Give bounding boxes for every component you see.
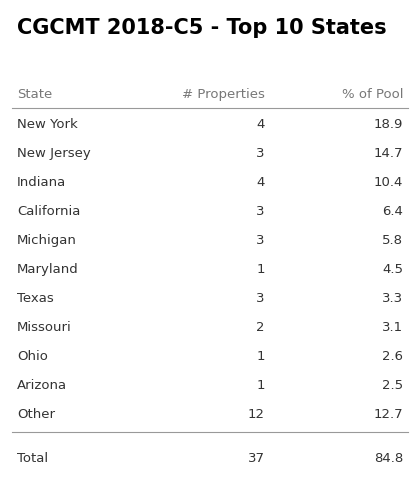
Text: 4: 4 xyxy=(256,176,265,189)
Text: 4: 4 xyxy=(256,118,265,131)
Text: 10.4: 10.4 xyxy=(374,176,403,189)
Text: 3: 3 xyxy=(256,147,265,160)
Text: % of Pool: % of Pool xyxy=(342,88,403,101)
Text: 1: 1 xyxy=(256,263,265,276)
Text: 12.7: 12.7 xyxy=(373,408,403,421)
Text: 6.4: 6.4 xyxy=(382,205,403,218)
Text: Arizona: Arizona xyxy=(17,379,67,392)
Text: California: California xyxy=(17,205,80,218)
Text: 5.8: 5.8 xyxy=(382,234,403,247)
Text: 2: 2 xyxy=(256,321,265,334)
Text: 84.8: 84.8 xyxy=(374,452,403,465)
Text: 12: 12 xyxy=(248,408,265,421)
Text: Missouri: Missouri xyxy=(17,321,71,334)
Text: 3.1: 3.1 xyxy=(382,321,403,334)
Text: 37: 37 xyxy=(248,452,265,465)
Text: Indiana: Indiana xyxy=(17,176,66,189)
Text: New York: New York xyxy=(17,118,78,131)
Text: State: State xyxy=(17,88,52,101)
Text: Maryland: Maryland xyxy=(17,263,79,276)
Text: 2.6: 2.6 xyxy=(382,350,403,363)
Text: Ohio: Ohio xyxy=(17,350,48,363)
Text: 14.7: 14.7 xyxy=(374,147,403,160)
Text: 1: 1 xyxy=(256,350,265,363)
Text: 3.3: 3.3 xyxy=(382,292,403,305)
Text: Total: Total xyxy=(17,452,48,465)
Text: # Properties: # Properties xyxy=(182,88,265,101)
Text: Michigan: Michigan xyxy=(17,234,77,247)
Text: 3: 3 xyxy=(256,292,265,305)
Text: 2.5: 2.5 xyxy=(382,379,403,392)
Text: 1: 1 xyxy=(256,379,265,392)
Text: CGCMT 2018-C5 - Top 10 States: CGCMT 2018-C5 - Top 10 States xyxy=(17,18,386,38)
Text: 18.9: 18.9 xyxy=(374,118,403,131)
Text: Other: Other xyxy=(17,408,55,421)
Text: 3: 3 xyxy=(256,205,265,218)
Text: 3: 3 xyxy=(256,234,265,247)
Text: New Jersey: New Jersey xyxy=(17,147,91,160)
Text: Texas: Texas xyxy=(17,292,54,305)
Text: 4.5: 4.5 xyxy=(382,263,403,276)
